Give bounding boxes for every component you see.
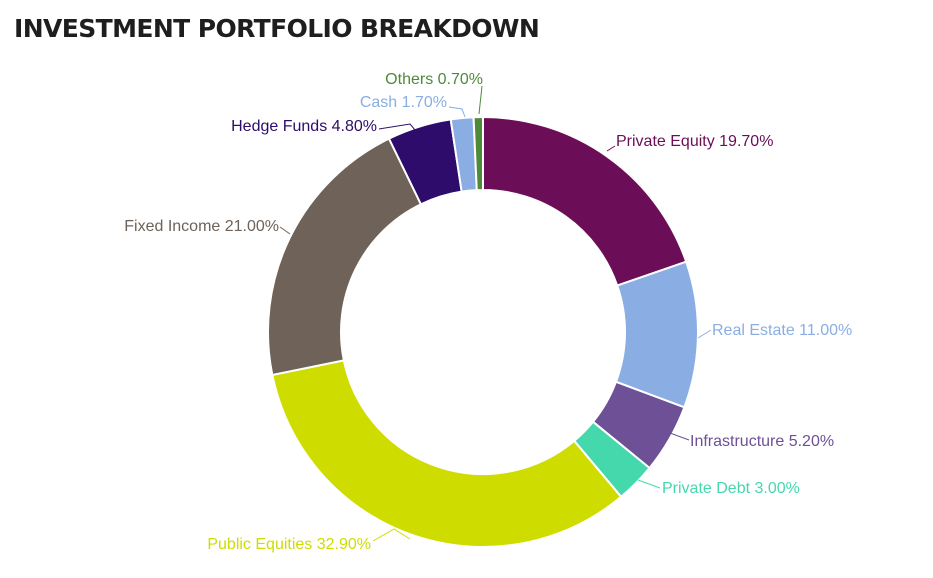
leader-lines-group — [279, 85, 712, 542]
data-label-cash: Cash 1.70% — [360, 94, 447, 111]
data-label-private-debt: Private Debt 3.00% — [662, 480, 800, 497]
slice-others[interactable] — [472, 115, 484, 192]
data-label-public-equities: Public Equities 32.90% — [207, 536, 371, 553]
data-label-infrastructure: Infrastructure 5.20% — [690, 433, 834, 450]
data-label-others: Others 0.70% — [385, 71, 483, 88]
leader-line-fixed-income — [279, 226, 291, 235]
slice-fixed-income[interactable] — [267, 137, 423, 377]
leader-line-infrastructure — [669, 432, 690, 441]
slice-public-equities[interactable] — [271, 359, 623, 548]
data-label-hedge-funds: Hedge Funds 4.80% — [231, 118, 377, 135]
labels-group: Private Equity 19.70% Real Estate 11.00% I… — [124, 71, 852, 553]
data-label-fixed-income: Fixed Income 21.00% — [124, 218, 279, 235]
leader-line-others — [478, 85, 483, 115]
leader-line-real-estate — [697, 329, 712, 339]
slices-group — [267, 115, 699, 548]
leader-line-hedge-funds — [378, 123, 416, 131]
leader-line-cash — [448, 106, 466, 118]
leader-line-private-equity — [606, 145, 616, 152]
leader-line-private-debt — [637, 479, 661, 489]
chart-title: INVESTMENT PORTFOLIO BREAKDOWN — [14, 14, 540, 43]
data-label-real-estate: Real Estate 11.00% — [712, 322, 852, 339]
data-label-private-equity: Private Equity 19.70% — [616, 133, 773, 150]
leader-line-public-equities — [372, 528, 411, 542]
